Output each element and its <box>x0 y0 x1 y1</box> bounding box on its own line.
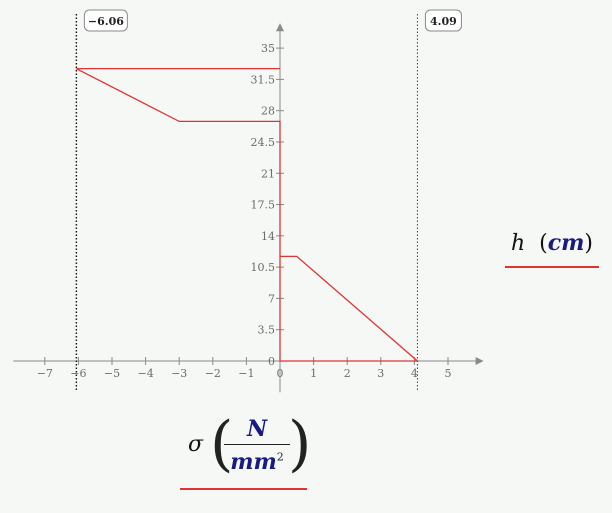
x-tick-label: −2 <box>205 367 221 380</box>
y-axis-label-underline <box>505 266 599 268</box>
x-tick-label: −1 <box>238 367 254 380</box>
y-tick-label: 3.5 <box>258 324 276 337</box>
x-tick-label: 2 <box>344 367 351 380</box>
x-tick-label: 3 <box>377 367 384 380</box>
x-axis-label: σ ( N mm2 ) <box>180 409 312 484</box>
y-tick-label: 35 <box>261 42 275 55</box>
marker-box <box>424 9 462 32</box>
y-tick-label: 31.5 <box>251 73 276 86</box>
x-tick-label: 0 <box>277 367 284 380</box>
x-axis-unit-denominator: mm2 <box>224 449 290 475</box>
x-axis-variable: σ <box>188 432 204 457</box>
marker-label: 4.09 <box>430 15 457 28</box>
y-tick-label: 10.5 <box>251 261 276 274</box>
x-tick-label: −6 <box>70 367 86 380</box>
y-tick-label: 28 <box>261 105 275 118</box>
y-tick-label: 7 <box>268 292 275 305</box>
x-tick-label: 5 <box>445 367 452 380</box>
x-tick-label: −4 <box>137 367 153 380</box>
y-axis-variable: h <box>510 231 526 256</box>
fraction-bar <box>224 444 290 445</box>
y-tick-label: 17.5 <box>251 199 276 212</box>
y-axis-label: h (cm) <box>510 230 594 256</box>
y-tick-label: 0 <box>268 355 275 368</box>
marker-box <box>83 9 128 32</box>
x-tick-label: −7 <box>37 367 53 380</box>
x-tick-label: 1 <box>310 367 317 380</box>
y-axis-arrow <box>276 23 284 32</box>
x-tick-label: −3 <box>171 367 187 380</box>
x-tick-label: 4 <box>411 367 418 380</box>
series-line <box>76 68 420 362</box>
y-tick-label: 24.5 <box>251 136 276 149</box>
y-axis-unit: cm <box>547 230 585 256</box>
x-tick-label: −5 <box>104 367 120 380</box>
x-axis-label-underline <box>180 488 307 490</box>
x-axis-unit-denominator-text: mm <box>230 449 277 475</box>
y-tick-label: 21 <box>261 167 275 180</box>
marker-label: −6.06 <box>88 15 124 28</box>
x-axis-unit-fraction: N mm2 <box>224 416 290 475</box>
x-axis-unit-numerator: N <box>246 416 268 442</box>
x-axis-unit-exponent: 2 <box>276 450 284 464</box>
right-paren: ) <box>288 409 312 479</box>
y-tick-label: 14 <box>261 230 275 243</box>
x-axis-arrow <box>475 357 484 365</box>
left-paren: ( <box>210 409 234 479</box>
